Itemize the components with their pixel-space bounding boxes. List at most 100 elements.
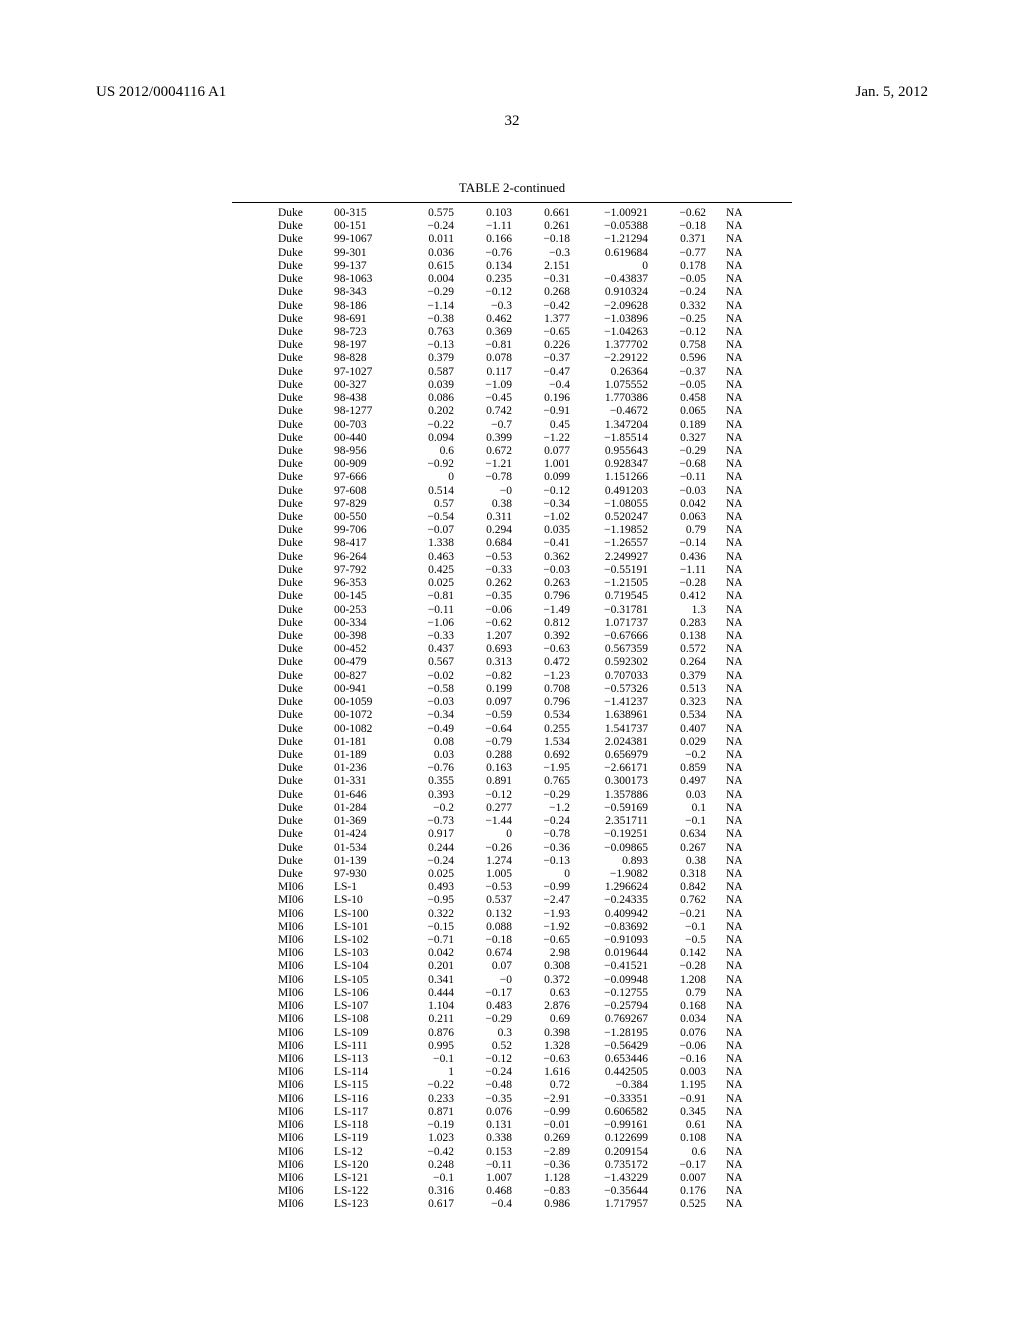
- table-cell: −0.11: [398, 604, 460, 617]
- table-cell: LS-114: [328, 1066, 398, 1079]
- table-row: Duke98-7230.7630.369−0.65−1.04263−0.12NA: [272, 326, 752, 339]
- table-cell: NA: [712, 947, 752, 960]
- table-cell: NA: [712, 1079, 752, 1092]
- table-cell: 98-1063: [328, 273, 398, 286]
- table-cell: 1.195: [654, 1079, 712, 1092]
- table-row: Duke00-3270.039−1.09−0.41.075552−0.05NA: [272, 379, 752, 392]
- table-cell: 0.520247: [576, 511, 654, 524]
- table-cell: 0.986: [518, 1198, 576, 1211]
- table-cell: −0.7: [460, 419, 518, 432]
- table-cell: −0.4: [518, 379, 576, 392]
- table-cell: 0.122699: [576, 1132, 654, 1145]
- table-cell: 1.005: [460, 868, 518, 881]
- table-cell: −0.58: [398, 683, 460, 696]
- table-cell: 01-331: [328, 775, 398, 788]
- table-cell: −1.41237: [576, 696, 654, 709]
- table-cell: −0.35644: [576, 1185, 654, 1198]
- table-cell: Duke: [272, 617, 328, 630]
- table-row: MI06LS-1200.248−0.11−0.360.735172−0.17NA: [272, 1159, 752, 1172]
- table-cell: LS-103: [328, 947, 398, 960]
- table-cell: 0.742: [460, 405, 518, 418]
- table-row: Duke96-3530.0250.2620.263−1.21505−0.28NA: [272, 577, 752, 590]
- table-row: Duke98-4380.086−0.450.1961.7703860.458NA: [272, 392, 752, 405]
- table-row: Duke01-4240.9170−0.78−0.192510.634NA: [272, 828, 752, 841]
- table-cell: 0.316: [398, 1185, 460, 1198]
- table-cell: −0.67666: [576, 630, 654, 643]
- table-cell: 0.277: [460, 802, 518, 815]
- table-cell: 0.134: [460, 260, 518, 273]
- table-cell: −1.11: [654, 564, 712, 577]
- table-cell: 0.634: [654, 828, 712, 841]
- table-row: MI06LS-1000.3220.132−1.930.409942−0.21NA: [272, 908, 752, 921]
- table-cell: −0.4: [460, 1198, 518, 1211]
- table-cell: NA: [712, 220, 752, 233]
- table-cell: NA: [712, 1053, 752, 1066]
- table-cell: 0.153: [460, 1146, 518, 1159]
- table-cell: −0.99: [518, 881, 576, 894]
- table-cell: 0.587: [398, 366, 460, 379]
- table-cell: NA: [712, 802, 752, 815]
- table-cell: 00-334: [328, 617, 398, 630]
- table-cell: 0: [518, 868, 576, 881]
- table-cell: Duke: [272, 736, 328, 749]
- table-cell: −0.22: [398, 419, 460, 432]
- table-cell: −0.83: [518, 1185, 576, 1198]
- table-row: MI06LS-1170.8710.076−0.990.6065820.345NA: [272, 1106, 752, 1119]
- table-cell: NA: [712, 775, 752, 788]
- table-cell: 2.024381: [576, 736, 654, 749]
- table-cell: Duke: [272, 273, 328, 286]
- table-cell: 0.769267: [576, 1013, 654, 1026]
- table-cell: NA: [712, 551, 752, 564]
- table-row: Duke97-9300.0251.0050−1.90820.318NA: [272, 868, 752, 881]
- table-cell: 0.011: [398, 233, 460, 246]
- table-cell: 0.6: [654, 1146, 712, 1159]
- table-cell: 0.233: [398, 1093, 460, 1106]
- table-cell: 0.03: [398, 749, 460, 762]
- table-cell: 2.876: [518, 1000, 576, 1013]
- table-cell: MI06: [272, 1053, 328, 1066]
- table-cell: 0.442505: [576, 1066, 654, 1079]
- table-cell: NA: [712, 485, 752, 498]
- table-row: Duke01-1810.08−0.791.5342.0243810.029NA: [272, 736, 752, 749]
- table-cell: 0.6: [398, 445, 460, 458]
- table-cell: 0.345: [654, 1106, 712, 1119]
- table-cell: MI06: [272, 1106, 328, 1119]
- table-row: MI06LS-1141−0.241.6160.4425050.003NA: [272, 1066, 752, 1079]
- table-cell: 0.491203: [576, 485, 654, 498]
- table-cell: −0.37: [654, 366, 712, 379]
- table-cell: 0.910324: [576, 286, 654, 299]
- table-cell: −0.03: [518, 564, 576, 577]
- table-cell: 0.08: [398, 736, 460, 749]
- table-cell: 0: [460, 828, 518, 841]
- table-cell: 2.351711: [576, 815, 654, 828]
- table-cell: −0.81: [398, 590, 460, 603]
- table-cell: −1.06: [398, 617, 460, 630]
- table-cell: −0.1: [398, 1172, 460, 1185]
- table-cell: −0.06: [654, 1040, 712, 1053]
- table-cell: 01-369: [328, 815, 398, 828]
- table-cell: −0.34: [518, 498, 576, 511]
- table-cell: 1.208: [654, 974, 712, 987]
- table-cell: 1.347204: [576, 419, 654, 432]
- table-cell: −0.78: [518, 828, 576, 841]
- table-cell: −0.19: [398, 1119, 460, 1132]
- table-cell: 0.692: [518, 749, 576, 762]
- table-cell: 0.142: [654, 947, 712, 960]
- table-cell: 98-691: [328, 313, 398, 326]
- table-cell: 97-792: [328, 564, 398, 577]
- table-cell: 0.163: [460, 762, 518, 775]
- table-cell: −1.28195: [576, 1027, 654, 1040]
- table-cell: Duke: [272, 855, 328, 868]
- table-cell: Duke: [272, 749, 328, 762]
- table-cell: −0.95: [398, 894, 460, 907]
- table-cell: Duke: [272, 723, 328, 736]
- table-cell: NA: [712, 1119, 752, 1132]
- table-cell: 0.661: [518, 207, 576, 220]
- table-cell: −1.09: [460, 379, 518, 392]
- table-cell: −0.45: [460, 392, 518, 405]
- table-cell: 0.812: [518, 617, 576, 630]
- table-cell: 0.762: [654, 894, 712, 907]
- table-cell: −0.78: [460, 471, 518, 484]
- table-cell: 0.708: [518, 683, 576, 696]
- table-cell: 0.463: [398, 551, 460, 564]
